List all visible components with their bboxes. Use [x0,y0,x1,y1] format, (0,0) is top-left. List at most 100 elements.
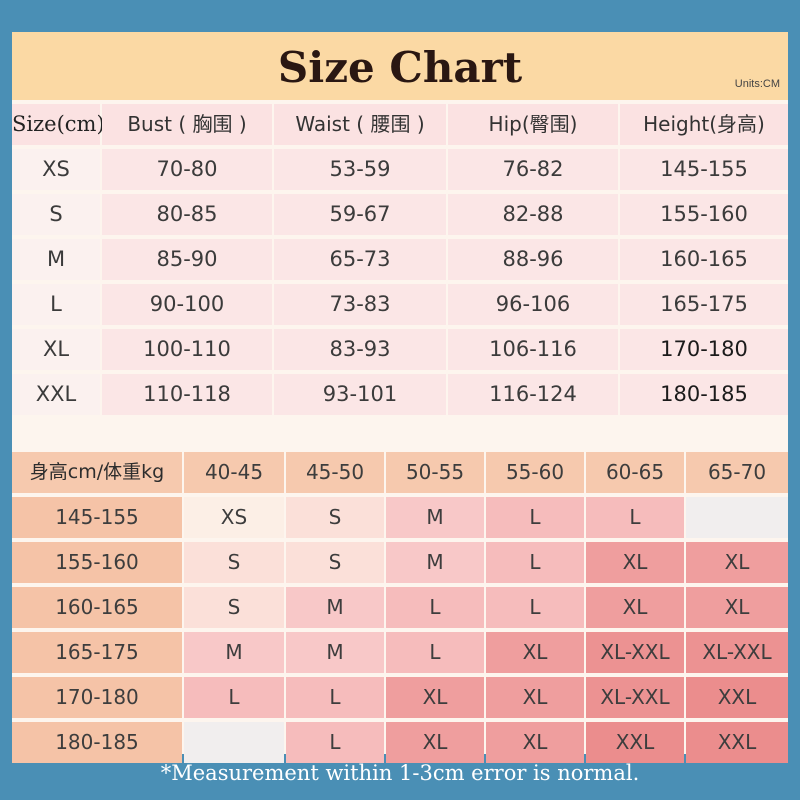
height-weight-corner-label: 身高cm/体重kg [12,452,182,493]
size-recommendation-cell: S [184,587,284,628]
weight-header: 60-65 [586,452,684,493]
table-row: XL 100-110 83-93 106-116 170-180 [12,329,788,374]
table-row: M 85-90 65-73 88-96 160-165 [12,239,788,284]
size-recommendation-cell: L [386,587,484,628]
size-recommendation-cell: L [486,542,584,583]
header-size: Size(cm) [12,104,105,145]
page-title: Size Chart [277,43,523,92]
cell-height: 180-185 [620,374,788,415]
measurement-note: *Measurement within 1-3cm error is norma… [160,761,640,785]
size-recommendation-cell: XL-XXL [586,632,684,673]
size-recommendation-cell: M [386,542,484,583]
header-hip: Hip(臀围) [448,104,618,145]
cell-bust: 90-100 [102,284,272,325]
size-recommendation-cell: XL [686,542,788,583]
size-chart-sheet: Size Chart Units:CM Size(cm) Bust ( 胸围 ) W… [12,32,788,763]
weight-header-row: 身高cm/体重kg 40-45 45-50 50-55 55-60 60-65 65-70 [12,452,788,497]
cell-hip: 106-116 [448,329,618,370]
cell-waist: 83-93 [274,329,446,370]
size-recommendation-cell [184,722,284,763]
size-recommendation-cell: XL [486,632,584,673]
size-recommendation-cell: XL [386,677,484,718]
height-range-label: 170-180 [12,677,182,718]
size-recommendation-cell: S [286,497,384,538]
table-row: S 80-85 59-67 82-88 155-160 [12,194,788,239]
size-recommendation-cell: XL [586,587,684,628]
height-range-label: 180-185 [12,722,182,763]
cell-hip: 82-88 [448,194,618,235]
table-row: 165-175 M M L XL XL-XXL XL-XXL [12,632,788,677]
cell-waist: 73-83 [274,284,446,325]
cell-waist: 65-73 [274,239,446,280]
size-recommendation-cell: L [486,587,584,628]
size-recommendation-cell: L [286,722,384,763]
size-recommendation-cell [686,497,788,538]
cell-height: 160-165 [620,239,788,280]
cell-bust: 100-110 [102,329,272,370]
table-row: 160-165 S M L L XL XL [12,587,788,632]
table-row: 155-160 S S M L XL XL [12,542,788,587]
weight-header: 40-45 [184,452,284,493]
size-recommendation-cell: M [286,587,384,628]
size-recommendation-cell: S [286,542,384,583]
size-recommendation-cell: M [286,632,384,673]
cell-bust: 85-90 [102,239,272,280]
cell-waist: 59-67 [274,194,446,235]
cell-size: XL [12,329,100,370]
table-row: 180-185 L XL XL XXL XXL [12,722,788,767]
size-recommendation-cell: L [486,497,584,538]
cell-waist: 53-59 [274,149,446,190]
table-row: XXL 110-118 93-101 116-124 180-185 [12,374,788,419]
weight-header: 65-70 [686,452,788,493]
units-label: Units:CM [734,78,780,90]
height-range-label: 155-160 [12,542,182,583]
size-recommendation-cell: XL [686,587,788,628]
header-bust: Bust ( 胸围 ) [102,104,272,145]
cell-size: S [12,194,100,235]
size-recommendation-cell: L [286,677,384,718]
size-recommendation-cell: XXL [586,722,684,763]
size-recommendation-cell: XXL [686,677,788,718]
cell-bust: 110-118 [102,374,272,415]
weight-header: 45-50 [286,452,384,493]
cell-size: M [12,239,100,280]
table-row: XS 70-80 53-59 76-82 145-155 [12,149,788,194]
cell-bust: 80-85 [102,194,272,235]
size-recommendation-cell: M [386,497,484,538]
size-recommendation-cell: L [386,632,484,673]
cell-height: 170-180 [620,329,788,370]
size-recommendation-cell: L [184,677,284,718]
cell-waist: 93-101 [274,374,446,415]
table-row: 145-155 XS S M L L [12,497,788,542]
height-range-label: 160-165 [12,587,182,628]
size-recommendation-cell: XXL [686,722,788,763]
cell-size: XXL [12,374,100,415]
size-recommendation-cell: XL-XXL [586,677,684,718]
header-height: Height(身高) [620,104,788,145]
height-range-label: 165-175 [12,632,182,673]
cell-height: 165-175 [620,284,788,325]
weight-header: 55-60 [486,452,584,493]
size-recommendation-cell: XL [486,677,584,718]
size-recommendation-cell: M [184,632,284,673]
title-band: Size Chart Units:CM [12,32,788,100]
size-recommendation-cell: XL-XXL [686,632,788,673]
height-range-label: 145-155 [12,497,182,538]
cell-hip: 76-82 [448,149,618,190]
cell-hip: 96-106 [448,284,618,325]
size-recommendation-cell: XL [386,722,484,763]
cell-hip: 88-96 [448,239,618,280]
cell-height: 155-160 [620,194,788,235]
cell-size: XS [12,149,100,190]
table-row: 170-180 L L XL XL XL-XXL XXL [12,677,788,722]
cell-height: 145-155 [620,149,788,190]
cell-hip: 116-124 [448,374,618,415]
measurement-header-row: Size(cm) Bust ( 胸围 ) Waist ( 腰围 ) Hip(臀围) He… [12,104,788,149]
size-recommendation-cell: S [184,542,284,583]
size-recommendation-cell: L [586,497,684,538]
weight-header: 50-55 [386,452,484,493]
table-row: L 90-100 73-83 96-106 165-175 [12,284,788,329]
size-recommendation-cell: XL [586,542,684,583]
cell-size: L [12,284,100,325]
size-recommendation-cell: XL [486,722,584,763]
